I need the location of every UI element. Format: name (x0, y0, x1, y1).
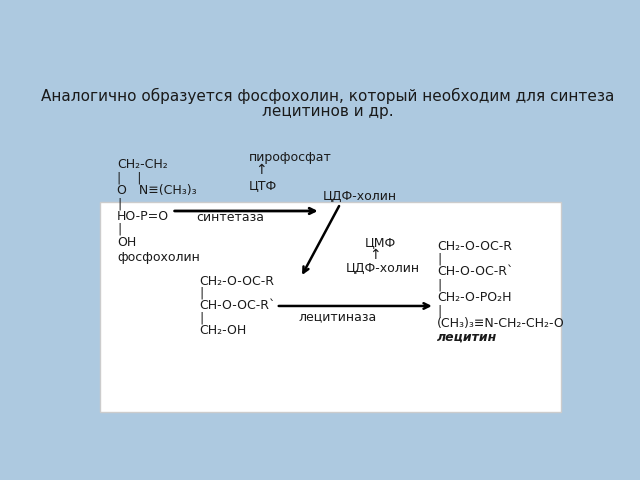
Text: Аналогично образуется фосфохолин, который необходим для синтеза: Аналогично образуется фосфохолин, которы… (42, 88, 614, 105)
Text: CH₂-O-PO₂H: CH₂-O-PO₂H (437, 291, 511, 304)
Text: ЦДФ-холин: ЦДФ-холин (346, 262, 419, 275)
Text: |: | (437, 304, 442, 317)
Text: ↑: ↑ (255, 163, 267, 177)
Text: ЦДФ-холин: ЦДФ-холин (323, 190, 397, 203)
Text: OH: OH (117, 236, 136, 249)
Text: |: | (437, 278, 442, 291)
Text: лецитиназа: лецитиназа (298, 311, 376, 324)
Text: O   N≡(CH₃)₃: O N≡(CH₃)₃ (117, 184, 197, 197)
Text: |    |: | | (117, 171, 141, 184)
Text: CH-O-OC-R`: CH-O-OC-R` (199, 300, 275, 312)
Text: CH₂-O-OC-R: CH₂-O-OC-R (199, 275, 274, 288)
Text: ЦМФ: ЦМФ (365, 236, 396, 249)
Text: лецитинов и др.: лецитинов и др. (262, 104, 394, 119)
Text: HO-P=O: HO-P=O (117, 210, 170, 223)
Text: CH-O-OC-R`: CH-O-OC-R` (437, 265, 513, 278)
Text: фосфохолин: фосфохолин (117, 251, 200, 264)
Text: |: | (199, 287, 204, 300)
Text: (CH₃)₃≡N-CH₂-CH₂-O: (CH₃)₃≡N-CH₂-CH₂-O (437, 317, 565, 330)
FancyBboxPatch shape (100, 202, 561, 412)
Text: CH₂-CH₂: CH₂-CH₂ (117, 158, 168, 171)
Text: ↑: ↑ (369, 248, 381, 263)
Text: пирофосфат: пирофосфат (249, 151, 332, 164)
Text: CH₂-O-OC-R: CH₂-O-OC-R (437, 240, 512, 252)
Text: |: | (437, 252, 442, 265)
Text: |: | (117, 197, 122, 210)
Text: синтетаза: синтетаза (196, 211, 264, 224)
Text: |: | (117, 223, 122, 236)
Text: |: | (199, 312, 204, 324)
Text: лецитин: лецитин (437, 330, 497, 343)
Text: CH₂-OH: CH₂-OH (199, 324, 246, 337)
Text: ЦТФ: ЦТФ (249, 179, 277, 192)
